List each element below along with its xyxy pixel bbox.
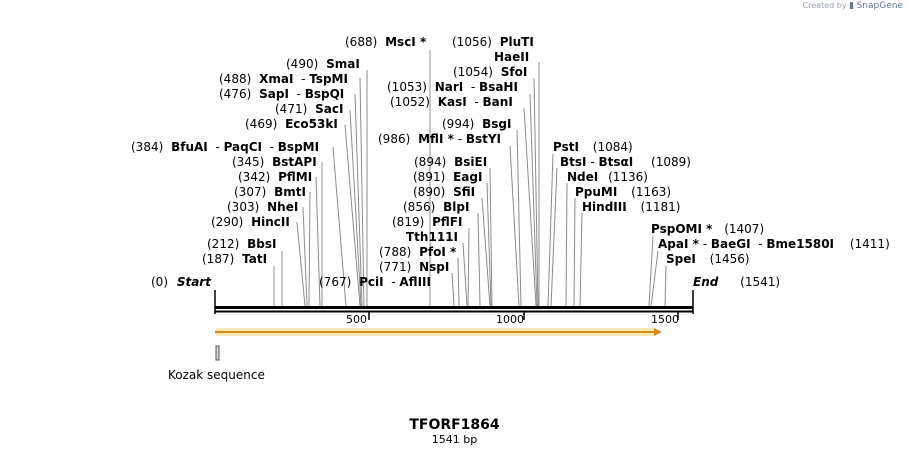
connector-line bbox=[648, 235, 654, 307]
credit-brand: SnapGene bbox=[856, 1, 903, 11]
connector-line bbox=[481, 197, 491, 307]
start-label: (0) Start bbox=[151, 275, 211, 289]
sequence-title: TFORF1864 bbox=[409, 417, 500, 433]
connector-line bbox=[302, 206, 308, 307]
site-label-btsI[interactable]: BtsI - BtsαI (1089) bbox=[560, 155, 691, 169]
end-label: End (1541) bbox=[693, 275, 781, 289]
site-label-hindIII[interactable]: HindIII (1181) bbox=[582, 200, 681, 214]
connector-line bbox=[349, 109, 362, 307]
connector-line bbox=[529, 93, 538, 307]
connector-line bbox=[359, 77, 365, 307]
connector-line bbox=[565, 182, 568, 307]
site-label-pluTI[interactable]: (1056) PluTI bbox=[452, 35, 534, 49]
site-label-haeII[interactable]: HaeII bbox=[494, 50, 530, 64]
site-label-pspOMI[interactable]: PspOMI * (1407) bbox=[651, 222, 765, 236]
sequence-length: 1541 bp bbox=[431, 433, 478, 446]
site-label-tth111I[interactable]: Tth111I bbox=[406, 230, 458, 244]
site-label-nheI[interactable]: (303) NheI bbox=[227, 200, 299, 214]
site-label-bsgI[interactable]: (994) BsgI bbox=[442, 117, 512, 131]
snapgene-logo-icon: ▮ bbox=[849, 1, 855, 11]
kozak-feature-box bbox=[215, 345, 220, 361]
connector-line bbox=[523, 107, 537, 307]
site-label-hincII[interactable]: (290) HincII bbox=[211, 215, 290, 229]
connector-line bbox=[315, 176, 321, 307]
site-label-pflFI[interactable]: (819) PflFI bbox=[392, 215, 463, 229]
connector-line bbox=[308, 191, 311, 307]
connector-line bbox=[550, 167, 558, 307]
site-label-pciI[interactable]: (767) PciI - AflIII bbox=[319, 275, 431, 289]
site-label-nspI[interactable]: (771) NspI bbox=[379, 260, 450, 274]
site-label-kasI[interactable]: (1052) KasI - BanI bbox=[390, 95, 513, 109]
connector-line bbox=[486, 182, 492, 307]
site-label-bsiEI[interactable]: (894) BsiEI bbox=[414, 155, 488, 169]
site-label-mflI[interactable]: (986) MflI * - BstYI bbox=[378, 132, 502, 146]
connector-line bbox=[547, 153, 554, 307]
orf-arrowhead bbox=[654, 328, 662, 336]
connector-line bbox=[467, 227, 470, 307]
site-label-speI[interactable]: SpeI (1456) bbox=[666, 252, 750, 266]
site-label-pfoI[interactable]: (788) PfoI * bbox=[379, 245, 457, 259]
connector-line bbox=[533, 77, 539, 307]
site-label-sacI[interactable]: (471) SacI bbox=[275, 102, 344, 116]
connector-line bbox=[477, 212, 481, 307]
credit-prefix: Created by bbox=[802, 1, 847, 10]
connector-line bbox=[489, 167, 493, 307]
connector-line bbox=[664, 265, 667, 307]
site-label-xmaI[interactable]: (488) XmaI - TspMI bbox=[219, 72, 348, 86]
feature-label-kozak[interactable]: Kozak sequence bbox=[168, 368, 265, 382]
connector-line bbox=[573, 197, 576, 307]
site-label-apaI[interactable]: ApaI * - BaeGI - Bme1580I (1411) bbox=[658, 237, 890, 251]
connector-line bbox=[516, 129, 522, 307]
site-label-bfuAI[interactable]: (384) BfuAI - PaqCI - BspMI bbox=[131, 140, 320, 154]
connector-line bbox=[509, 145, 520, 307]
site-label-blpI[interactable]: (856) BlpI bbox=[403, 200, 470, 214]
site-label-eagI[interactable]: (891) EagI bbox=[413, 170, 483, 184]
connector-line bbox=[462, 242, 468, 307]
site-label-bstAPI[interactable]: (345) BstAPI bbox=[232, 155, 317, 169]
site-label-narI[interactable]: (1053) NarI - BsaHI bbox=[387, 80, 518, 94]
site-label-bmtI[interactable]: (307) BmtI bbox=[234, 185, 306, 199]
site-label-ndeI[interactable]: NdeI (1136) bbox=[567, 170, 648, 184]
site-label-eco53kI[interactable]: (469) Eco53kI bbox=[245, 117, 338, 131]
site-label-pstI[interactable]: PstI (1084) bbox=[553, 140, 633, 154]
site-label-mscI[interactable]: (688) MscI * bbox=[345, 35, 427, 49]
ruler-label-1000: 1000 bbox=[496, 313, 524, 326]
site-label-tatI[interactable]: (187) TatI bbox=[202, 252, 268, 266]
snapgene-credit: Created by ▮ SnapGene bbox=[803, 1, 903, 11]
ruler-label-500: 500 bbox=[346, 313, 367, 326]
site-label-sapI[interactable]: (476) SapI - BspQI bbox=[219, 87, 345, 101]
connector-line bbox=[579, 212, 583, 307]
dna-backbone-top bbox=[215, 306, 693, 309]
connector-line bbox=[332, 146, 347, 307]
ruler-label-1500: 1500 bbox=[651, 313, 679, 326]
site-label-sfoI[interactable]: (1054) SfoI bbox=[453, 65, 528, 79]
dna-backbone-bottom bbox=[215, 310, 693, 313]
connector-line bbox=[457, 257, 460, 307]
site-label-smaI[interactable]: (490) SmaI bbox=[286, 57, 360, 71]
site-label-ppuMI[interactable]: PpuMI (1163) bbox=[575, 185, 672, 199]
connector-line bbox=[451, 272, 455, 307]
connector-line bbox=[344, 124, 361, 307]
site-label-bbsI[interactable]: (212) BbsI bbox=[207, 237, 277, 251]
connector-line bbox=[650, 250, 659, 307]
site-label-pflMI[interactable]: (342) PflMI bbox=[238, 170, 313, 184]
site-label-sfiI[interactable]: (890) SfiI bbox=[413, 185, 476, 199]
connector-line bbox=[354, 93, 363, 307]
connector-line bbox=[296, 221, 306, 307]
